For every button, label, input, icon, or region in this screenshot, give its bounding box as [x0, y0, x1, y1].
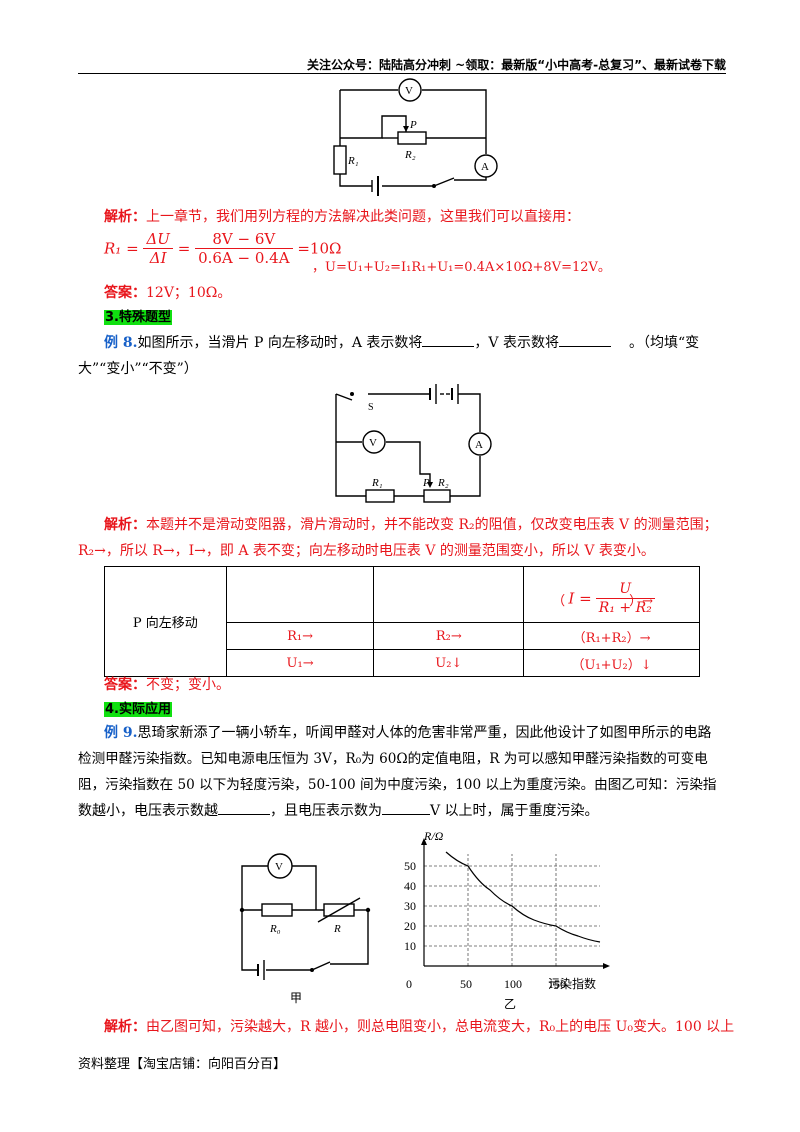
header-rule — [78, 73, 726, 74]
analysis-table: P 向左移动 I = U R₁ + R₂ （）→ R₁→ R₂→ （R₁+R₂）→… — [104, 566, 700, 677]
example-9-line-1: 例 9.思琦家新添了一辆小轿车，听闻甲醛对人体的危害非常严重，因此他设计了如图甲… — [104, 725, 712, 741]
chart-x-axis-label: 污染指数 — [548, 976, 596, 991]
chart-x-tick-label: 0 — [406, 977, 412, 991]
r2-label: R₂ — [437, 477, 449, 489]
chart-y-arrow — [421, 838, 427, 845]
formula-lhs: R₁ = — [104, 239, 139, 258]
analysis-2-line-1: 解析：本题并不是滑动变阻器，滑片滑动时，并不能改变 R₂的阻值，仅改变电压表 V… — [104, 517, 718, 533]
analysis-2-line-2: R₂→，所以 R→，I→，即 A 表不变；向左移动时电压表 V 的测量范围变小，… — [78, 543, 655, 559]
example-8-line-1: 例 8.如图所示，当滑片 P 向左移动时，A 表示数将 ，V 表示数将 。（均填“变 — [104, 332, 754, 354]
voltmeter-label: V — [275, 861, 283, 873]
chart-x-arrow — [603, 963, 610, 969]
analysis-label: 解析： — [104, 209, 146, 225]
chart-y-tick-label: 10 — [404, 939, 416, 953]
table-cell — [373, 566, 525, 623]
chart-x-tick-label: 50 — [460, 977, 472, 991]
section-3-title: 3.特殊题型 — [104, 310, 172, 325]
analysis-1: 解析：上一章节，我们用列方程的方法解决此类问题，这里我们可以直接用： — [104, 206, 754, 228]
chart-y-tick-label: 20 — [404, 919, 416, 933]
chart-x-tick-label: 150 — [548, 977, 566, 991]
answer-blank — [558, 332, 611, 347]
r-label: R — [333, 923, 341, 935]
fraction-1: ΔU ΔI — [143, 230, 173, 267]
switch-label: S — [368, 402, 374, 413]
answer-2: 答案：不变；变小。 — [104, 677, 230, 693]
answer-blank — [218, 800, 270, 815]
table-cell: U₂↓ — [373, 649, 525, 677]
example-9-line-3: 阻，污染指数在 50 以下为轻度污染，50-100 间为中度污染，100 以上为… — [78, 777, 717, 793]
ammeter-label: A — [481, 161, 489, 173]
table-cell: （R₁+R₂）→ — [523, 622, 700, 650]
page-footer: 资料整理【淘宝店铺：向阳百分百】 — [78, 1057, 287, 1072]
r1-label: R₁ — [347, 155, 359, 167]
table-cell: R₂→ — [373, 622, 525, 650]
table-cell: U₁→ — [225, 649, 375, 677]
analysis-3: 解析：由乙图可知，污染越大，R 越小，则总电阻变小，总电流变大，R₀上的电压 U… — [104, 1019, 735, 1035]
voltmeter-label: V — [369, 437, 377, 449]
slider-label: P — [422, 477, 430, 489]
chart-x-tick-label: 100 — [504, 977, 522, 991]
formula-2: ，U=U₁+U₂=I₁R₁+U₁=0.4A×10Ω+8V=12V。 — [312, 260, 611, 275]
table-cell — [225, 566, 375, 623]
chart-y-tick-label: 50 — [404, 859, 416, 873]
r1-label: R₁ — [371, 477, 383, 489]
table-cell: （U₁+U₂）↓ — [523, 649, 700, 677]
circuit-figure-1: V P R₁ R₂ A — [333, 78, 498, 196]
formula-result: =10Ω — [297, 239, 342, 258]
page-header: 关注公众号：陆陆高分冲刺 ~领取：最新版“小中高考-总复习”、最新试卷下载 — [307, 58, 726, 72]
example-9-line-4: 数越小，电压表示数越 ，且电压表示数为 V 以上时，属于重度污染。 — [78, 800, 728, 822]
chart-series-line — [445, 851, 601, 943]
voltmeter-label: V — [405, 85, 413, 97]
analysis-text: 上一章节，我们用列方程的方法解决此类问题，这里我们可以直接用： — [146, 209, 580, 225]
answer-1: 答案：12V；10Ω。 — [104, 285, 232, 301]
example-8-line-2: 大”“变小”“不变”） — [78, 361, 198, 377]
chart-caption-yi: 乙 — [504, 997, 516, 1011]
answer-blank — [382, 800, 430, 815]
figure-caption-jia: 甲 — [290, 991, 302, 1005]
table-row-label: P 向左移动 — [104, 566, 227, 677]
chart-y-tick-label: 30 — [404, 899, 416, 913]
chart-y-tick-label: 40 — [404, 879, 416, 893]
answer-blank — [422, 332, 475, 347]
section-4-title: 4.实际应用 — [104, 702, 172, 717]
circuit-figure-3: V R₀ R 甲 — [239, 853, 371, 1005]
formula-block: R₁ = ΔU ΔI = 8V − 6V 0.6A − 0.4A =10Ω — [104, 230, 342, 267]
circuit-figure-2: S V A R₁ P R₂ — [335, 384, 492, 503]
chart-y-axis-label: R/Ω — [423, 829, 444, 843]
r2-label: R₂ — [404, 149, 416, 161]
example-9-line-2: 检测甲醛污染指数。已知电源电压恒为 3V，R₀为 60Ω的定值电阻，R 为可以感… — [78, 751, 708, 767]
ammeter-label: A — [475, 439, 483, 451]
slider-label: P — [409, 119, 417, 131]
fraction-2: 8V − 6V 0.6A − 0.4A — [195, 230, 293, 267]
table-formula-cell: I = U R₁ + R₂ （）→ — [523, 566, 700, 623]
table-cell: R₁→ — [225, 622, 375, 650]
r0-label: R₀ — [269, 923, 281, 935]
chart-resistance-vs-index: 0 50 100 150 10 20 30 40 50 R/Ω 污染指数 乙 — [404, 829, 610, 1011]
